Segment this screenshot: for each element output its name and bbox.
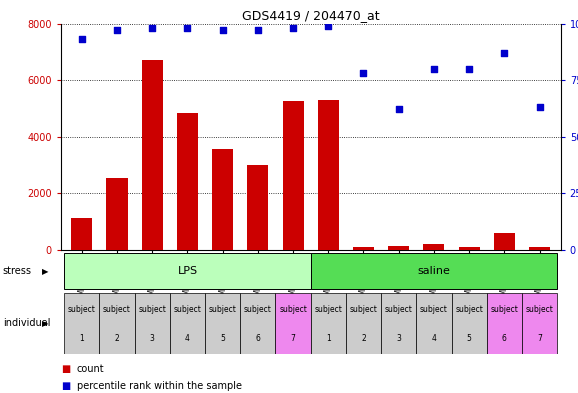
FancyBboxPatch shape bbox=[170, 293, 205, 354]
Point bbox=[218, 27, 227, 33]
Bar bbox=[71, 219, 92, 250]
Point bbox=[77, 36, 87, 42]
Text: subject: subject bbox=[385, 305, 413, 314]
Bar bbox=[423, 244, 444, 250]
Text: ■: ■ bbox=[61, 381, 70, 391]
Text: subject: subject bbox=[103, 305, 131, 314]
Bar bbox=[458, 247, 480, 250]
Point bbox=[465, 66, 474, 72]
Text: 6: 6 bbox=[255, 334, 260, 343]
FancyBboxPatch shape bbox=[346, 293, 381, 354]
Text: ▶: ▶ bbox=[42, 319, 48, 328]
Text: saline: saline bbox=[417, 266, 450, 276]
Text: 2: 2 bbox=[114, 334, 120, 343]
Point bbox=[394, 107, 403, 113]
FancyBboxPatch shape bbox=[205, 293, 240, 354]
FancyBboxPatch shape bbox=[381, 293, 416, 354]
Text: 6: 6 bbox=[502, 334, 507, 343]
Text: 4: 4 bbox=[185, 334, 190, 343]
Text: 5: 5 bbox=[220, 334, 225, 343]
Point bbox=[429, 66, 439, 72]
Text: subject: subject bbox=[173, 305, 201, 314]
Text: 2: 2 bbox=[361, 334, 366, 343]
FancyBboxPatch shape bbox=[416, 293, 451, 354]
FancyBboxPatch shape bbox=[311, 253, 557, 289]
Bar bbox=[388, 246, 409, 250]
Point bbox=[324, 23, 333, 29]
FancyBboxPatch shape bbox=[451, 293, 487, 354]
FancyBboxPatch shape bbox=[487, 293, 522, 354]
Bar bbox=[212, 149, 233, 250]
Text: subject: subject bbox=[420, 305, 448, 314]
Text: subject: subject bbox=[209, 305, 236, 314]
Bar bbox=[494, 233, 515, 250]
Bar bbox=[142, 60, 163, 250]
Text: 7: 7 bbox=[537, 334, 542, 343]
Text: stress: stress bbox=[3, 266, 32, 276]
Point bbox=[112, 27, 121, 33]
Text: subject: subject bbox=[279, 305, 307, 314]
Text: subject: subject bbox=[350, 305, 377, 314]
Text: 7: 7 bbox=[291, 334, 295, 343]
Title: GDS4419 / 204470_at: GDS4419 / 204470_at bbox=[242, 9, 380, 22]
Text: subject: subject bbox=[68, 305, 96, 314]
FancyBboxPatch shape bbox=[311, 293, 346, 354]
Bar bbox=[283, 101, 303, 250]
Point bbox=[253, 27, 262, 33]
Point bbox=[288, 25, 298, 31]
Text: 1: 1 bbox=[326, 334, 331, 343]
Point bbox=[500, 50, 509, 56]
Point bbox=[359, 70, 368, 76]
FancyBboxPatch shape bbox=[64, 253, 311, 289]
Text: subject: subject bbox=[314, 305, 342, 314]
Text: ▶: ▶ bbox=[42, 267, 48, 275]
Bar bbox=[529, 247, 550, 250]
Bar bbox=[177, 112, 198, 250]
Bar bbox=[353, 247, 374, 250]
Point bbox=[147, 25, 157, 31]
Point bbox=[535, 104, 544, 110]
Text: LPS: LPS bbox=[177, 266, 198, 276]
Text: 1: 1 bbox=[79, 334, 84, 343]
Text: individual: individual bbox=[3, 318, 50, 328]
FancyBboxPatch shape bbox=[276, 293, 311, 354]
Text: count: count bbox=[77, 364, 105, 374]
Text: subject: subject bbox=[244, 305, 272, 314]
Text: ■: ■ bbox=[61, 364, 70, 374]
FancyBboxPatch shape bbox=[64, 293, 99, 354]
Text: subject: subject bbox=[525, 305, 554, 314]
Text: 4: 4 bbox=[431, 334, 436, 343]
Text: subject: subject bbox=[490, 305, 518, 314]
FancyBboxPatch shape bbox=[135, 293, 170, 354]
Text: 5: 5 bbox=[466, 334, 472, 343]
FancyBboxPatch shape bbox=[240, 293, 276, 354]
FancyBboxPatch shape bbox=[99, 293, 135, 354]
Text: 3: 3 bbox=[150, 334, 155, 343]
Text: 3: 3 bbox=[397, 334, 401, 343]
Text: subject: subject bbox=[138, 305, 166, 314]
Bar bbox=[106, 178, 128, 250]
Text: percentile rank within the sample: percentile rank within the sample bbox=[77, 381, 242, 391]
Text: subject: subject bbox=[455, 305, 483, 314]
Point bbox=[183, 25, 192, 31]
FancyBboxPatch shape bbox=[522, 293, 557, 354]
Bar bbox=[318, 100, 339, 250]
Bar bbox=[247, 165, 268, 250]
